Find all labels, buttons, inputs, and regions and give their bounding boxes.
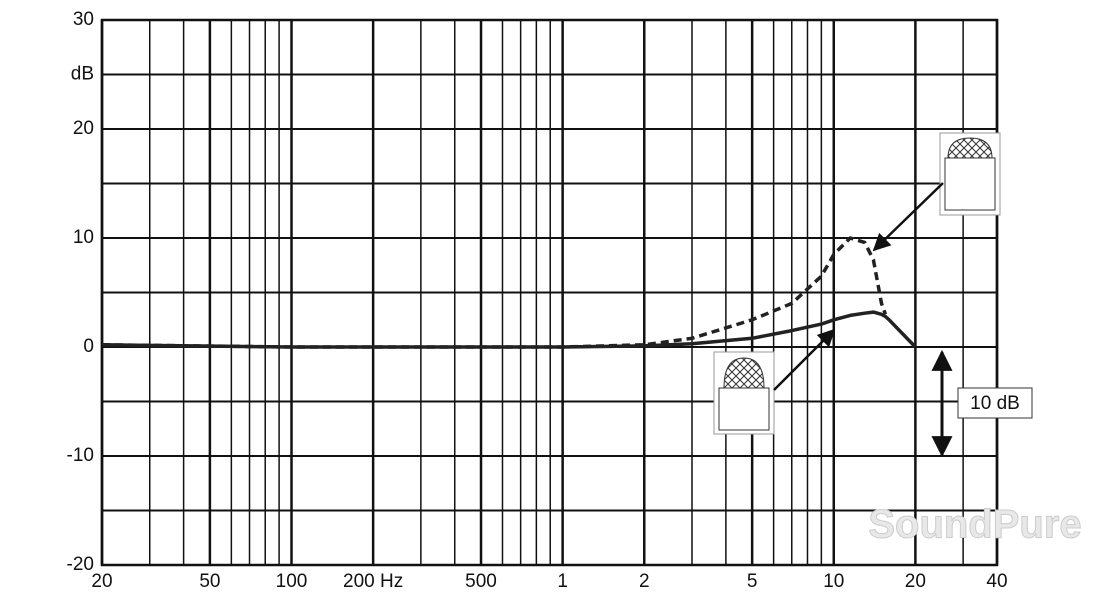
x-tick-label: 100 [276,571,308,592]
y-tick-label: -20 [67,554,94,575]
annotation-box [957,387,1033,419]
y-tick-label: 20 [73,118,94,139]
x-tick-label: 10 [823,571,844,592]
watermark: SoundPure [868,503,1081,547]
x-tick-label: 20 [905,571,926,592]
y-tick-label: 30 [73,9,94,30]
mic-icon-dashed [872,132,1001,252]
y-tick-label: 0 [83,336,94,357]
plot-frame [100,18,999,567]
x-tick-label: 2 [639,571,650,592]
x-tick-label: 1 [557,571,568,592]
x-tick-label: 500 [465,571,497,592]
x-tick-label: 50 [199,571,220,592]
x-tick-label: 40 [986,571,1007,592]
series-line [101,310,917,349]
annotation: 10 dB [970,393,1020,414]
y-tick-label: 10 [73,227,94,248]
mic-icon-solid [713,328,836,435]
x-tick-label: 5 [747,571,758,592]
y-tick-label: dB [71,64,94,85]
x-tick-label: 20 [91,571,112,592]
x-tick-label: 200 Hz [343,571,403,592]
y-tick-label: -10 [67,445,94,466]
series-line [101,236,888,349]
